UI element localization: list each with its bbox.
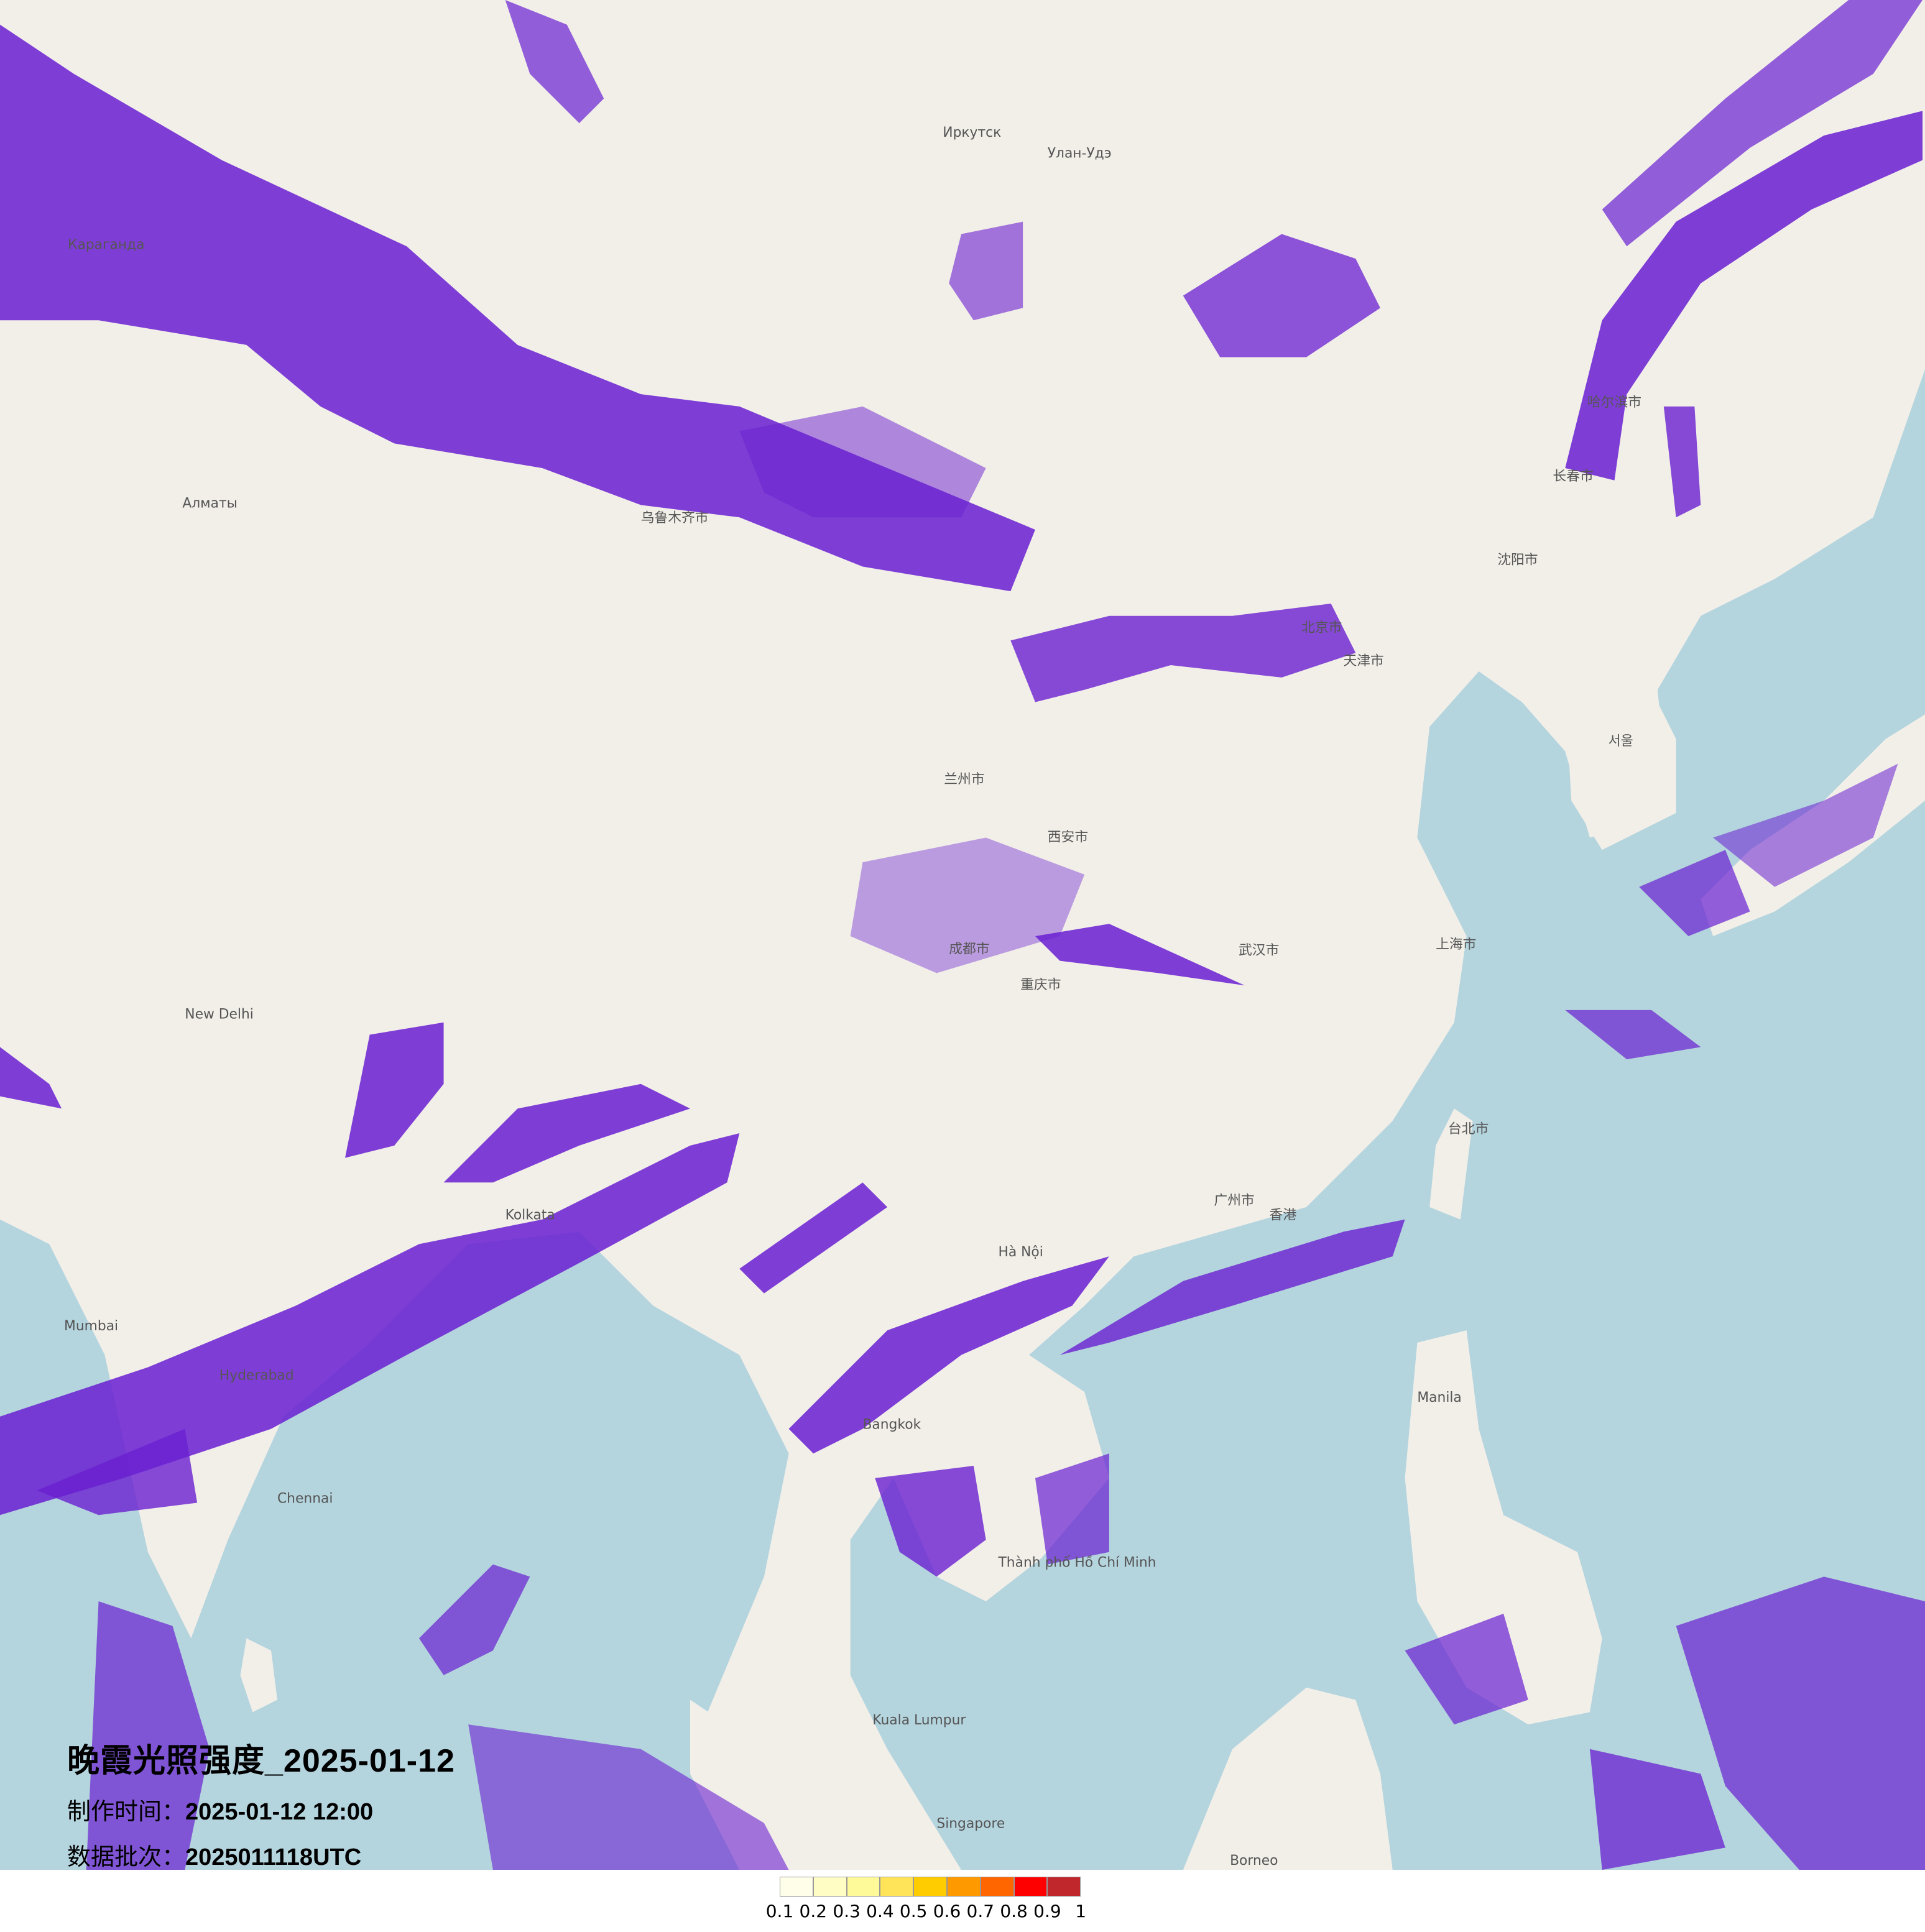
legend-label: 0.4 xyxy=(866,1901,894,1921)
svg-text:武汉市: 武汉市 xyxy=(1239,943,1279,959)
legend-swatch xyxy=(1047,1877,1081,1897)
legend-label: 1 xyxy=(1075,1901,1087,1921)
svg-text:Караганда: Караганда xyxy=(68,237,144,252)
production-time-label: 制作时间： xyxy=(67,1798,186,1825)
svg-text:Bangkok: Bangkok xyxy=(862,1417,921,1433)
svg-text:Singapore: Singapore xyxy=(936,1816,1005,1832)
svg-text:北京市: 北京市 xyxy=(1301,620,1342,636)
legend-swatch xyxy=(880,1877,914,1897)
land-korea xyxy=(1565,665,1676,850)
land-taiwan xyxy=(1429,1108,1473,1220)
legend-swatch xyxy=(1013,1877,1048,1897)
legend-swatch xyxy=(946,1877,981,1897)
svg-text:西安市: 西安市 xyxy=(1048,829,1088,845)
data-batch: 数据批次：2025011118UTC xyxy=(67,1838,455,1872)
svg-text:哈尔滨市: 哈尔滨市 xyxy=(1587,395,1641,410)
evening-glow-overlay xyxy=(0,0,1925,1870)
land-sri-lanka xyxy=(240,1638,277,1713)
legend-swatch xyxy=(846,1877,880,1897)
svg-text:Hà Nội: Hà Nội xyxy=(998,1244,1043,1260)
svg-text:兰州市: 兰州市 xyxy=(944,771,984,787)
svg-text:New Delhi: New Delhi xyxy=(185,1007,254,1023)
svg-text:Улан-Удэ: Улан-Удэ xyxy=(1048,146,1112,162)
legend-swatch xyxy=(780,1877,813,1897)
svg-text:Kuala Lumpur: Kuala Lumpur xyxy=(872,1713,966,1728)
svg-text:Kolkata: Kolkata xyxy=(505,1208,555,1223)
legend-label: 0.2 xyxy=(799,1901,828,1921)
svg-text:香港: 香港 xyxy=(1270,1208,1297,1223)
production-time: 制作时间：2025-01-12 12:00 xyxy=(67,1792,455,1826)
data-batch-value: 2025011118UTC xyxy=(185,1844,362,1870)
svg-text:Иркутск: Иркутск xyxy=(943,125,1001,140)
svg-text:Borneo: Borneo xyxy=(1230,1853,1278,1869)
svg-text:沈阳市: 沈阳市 xyxy=(1497,553,1538,568)
production-time-value: 2025-01-12 12:00 xyxy=(185,1799,374,1825)
legend-label: 0.9 xyxy=(1033,1901,1061,1921)
legend-label: 0.7 xyxy=(966,1901,995,1921)
svg-text:台北市: 台北市 xyxy=(1448,1121,1489,1137)
svg-text:Mumbai: Mumbai xyxy=(64,1318,118,1334)
land-philippines xyxy=(1405,1330,1602,1725)
legend-label: 0.8 xyxy=(1000,1901,1028,1921)
svg-text:서울: 서울 xyxy=(1609,734,1633,749)
svg-text:Chennai: Chennai xyxy=(277,1491,333,1506)
legend-label: 0.5 xyxy=(899,1901,928,1921)
legend-swatch xyxy=(913,1877,947,1897)
title-block: 晚霞光照强度_2025-01-12 制作时间：2025-01-12 12:00 … xyxy=(67,1734,455,1872)
land-borneo xyxy=(1183,1687,1393,1870)
data-batch-label: 数据批次： xyxy=(67,1843,186,1870)
map-title: 晚霞光照强度_2025-01-12 xyxy=(67,1743,455,1779)
legend-label: 0.6 xyxy=(933,1901,961,1921)
svg-text:长春市: 长春市 xyxy=(1553,469,1593,484)
svg-text:成都市: 成都市 xyxy=(949,942,989,957)
svg-text:Алматы: Алматы xyxy=(182,495,238,511)
svg-text:Manila: Manila xyxy=(1417,1390,1461,1405)
svg-text:上海市: 上海市 xyxy=(1436,937,1476,952)
svg-text:广州市: 广州市 xyxy=(1214,1193,1254,1208)
svg-text:Thành phố Hồ Chí Minh: Thành phố Hồ Chí Minh xyxy=(997,1555,1156,1571)
legend-labels: 0.1 0.2 0.3 0.4 0.5 0.6 0.7 0.8 0.9 1 xyxy=(766,1901,1106,1923)
legend-label: 0.1 xyxy=(765,1901,794,1921)
color-legend xyxy=(780,1877,1081,1897)
svg-text:乌鲁木齐市: 乌鲁木齐市 xyxy=(641,510,709,526)
legend-label: 0.3 xyxy=(833,1901,861,1921)
svg-text:重庆市: 重庆市 xyxy=(1020,977,1061,993)
legend-swatch xyxy=(980,1877,1014,1897)
svg-text:天津市: 天津市 xyxy=(1343,653,1383,669)
svg-text:Hyderabad: Hyderabad xyxy=(219,1368,294,1383)
map-canvas[interactable]: Иркутск Улан-Удэ Караганда Алматы 乌鲁木齐市 … xyxy=(0,0,1925,1870)
legend-swatch xyxy=(813,1877,847,1897)
place-labels: Иркутск Улан-Удэ Караганда Алматы 乌鲁木齐市 … xyxy=(64,125,1641,1869)
